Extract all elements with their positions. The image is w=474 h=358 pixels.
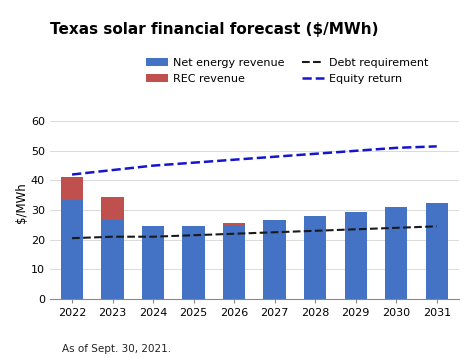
Bar [385,207,407,299]
Text: Texas solar financial forecast ($/MWh): Texas solar financial forecast ($/MWh) [50,22,378,37]
Bar [142,226,164,299]
Bar [182,226,205,299]
Bar [61,200,83,299]
Bar [101,221,124,299]
Bar [223,223,245,225]
Bar [304,216,326,299]
Text: As of Sept. 30, 2021.: As of Sept. 30, 2021. [62,344,171,354]
Bar [61,178,83,200]
Bar [264,221,286,299]
Bar [101,197,124,221]
Legend: Net energy revenue, REC revenue, Debt requirement, Equity return: Net energy revenue, REC revenue, Debt re… [146,58,428,83]
Bar [345,212,367,299]
Bar [426,203,448,299]
Bar [223,225,245,299]
Y-axis label: $/MWh: $/MWh [15,182,28,223]
